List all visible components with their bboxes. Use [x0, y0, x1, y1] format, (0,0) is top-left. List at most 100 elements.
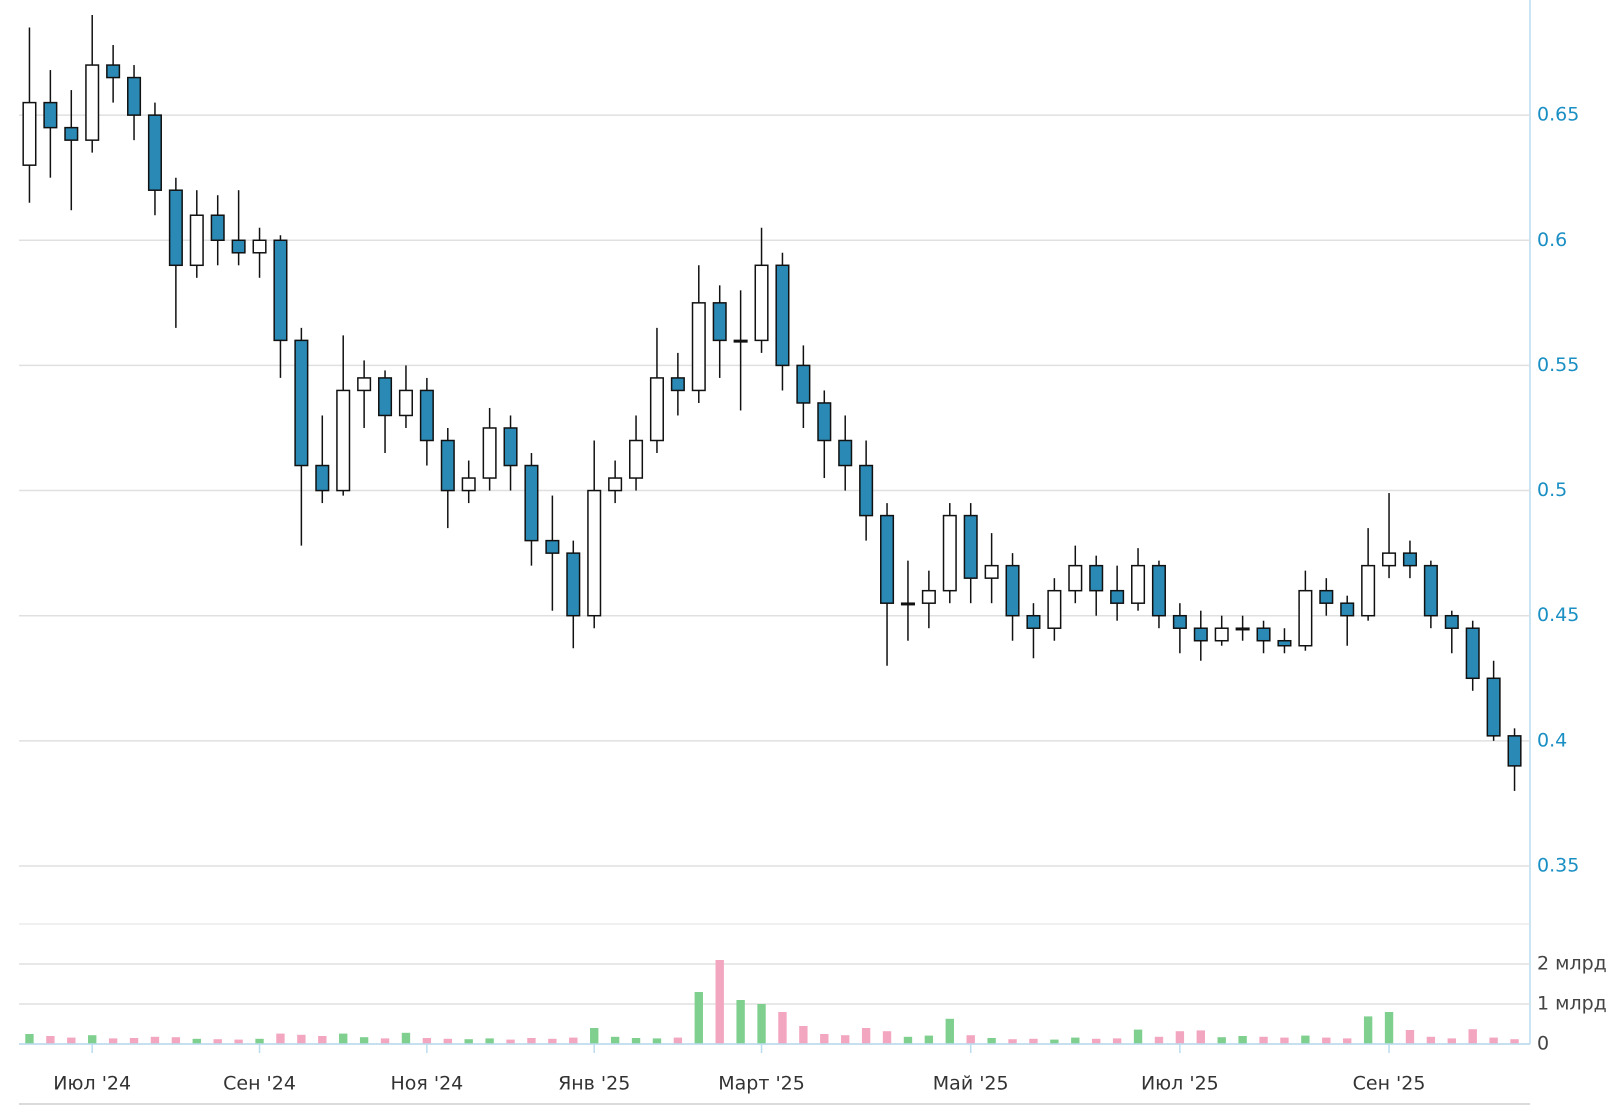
candle-body: [419, 389, 434, 442]
volume-bar: [359, 1037, 369, 1044]
candle-body: [1110, 589, 1125, 604]
volume-bar: [736, 1000, 745, 1044]
volume-bar: [694, 992, 703, 1044]
volume-bar: [610, 1036, 620, 1044]
y-tick-label: 0.4: [1537, 729, 1567, 751]
volume-bar: [1301, 1035, 1310, 1044]
volume-bar: [1008, 1039, 1017, 1044]
candle-body: [900, 602, 915, 606]
candle-body: [127, 76, 142, 116]
candle-body: [524, 464, 539, 542]
candle-body: [1131, 564, 1146, 604]
candle-body: [963, 514, 978, 579]
candle-body: [921, 589, 936, 604]
candle-body: [503, 427, 518, 467]
candle-body: [859, 464, 874, 517]
candle-body: [461, 477, 476, 492]
y-tick-label: 0.35: [1537, 855, 1579, 877]
volume-bar: [590, 1028, 599, 1044]
candle-body: [64, 126, 79, 141]
volume-bar: [88, 1035, 97, 1044]
candle-body: [336, 389, 351, 492]
x-tick-label: Сен '25: [1353, 1073, 1426, 1095]
volume-bar: [318, 1036, 327, 1044]
y-tick-label: 0.6: [1537, 229, 1567, 251]
volume-bar: [129, 1038, 139, 1044]
candle-body: [1089, 564, 1104, 592]
volume-bar: [569, 1037, 578, 1044]
candle-body: [1444, 614, 1459, 629]
candle-body: [357, 377, 372, 392]
volume-bar: [631, 1038, 641, 1044]
candle-body: [1486, 677, 1501, 737]
volume-bar: [1071, 1037, 1080, 1044]
volume-bar: [548, 1038, 557, 1044]
y-tick-label: 0.65: [1537, 104, 1579, 126]
volume-bar: [1133, 1029, 1143, 1044]
candle-body: [106, 64, 121, 79]
volume-bar: [1468, 1029, 1477, 1044]
volume-bar: [339, 1033, 348, 1044]
volume-bar: [1426, 1036, 1436, 1044]
candle-body: [1068, 564, 1083, 592]
volume-bar: [171, 1037, 181, 1044]
volume-bar: [1154, 1036, 1164, 1044]
volume-bar: [1238, 1036, 1247, 1044]
candle-body: [1340, 602, 1355, 617]
candle-body: [1151, 564, 1166, 617]
candle-body: [1382, 552, 1397, 567]
candle-body: [210, 214, 225, 242]
volume-bar: [422, 1038, 432, 1044]
candle-body: [608, 477, 623, 492]
candle-body: [712, 302, 727, 342]
volume-bar: [192, 1038, 201, 1044]
volume-bar: [673, 1037, 683, 1044]
candle-body: [1026, 614, 1041, 629]
volume-bar: [1050, 1039, 1059, 1044]
candle-body: [1277, 639, 1292, 647]
volume-bar: [443, 1038, 452, 1044]
candle-body: [1298, 589, 1313, 647]
volume-bar: [1217, 1037, 1226, 1044]
volume-bar: [1322, 1037, 1331, 1044]
candle-body: [273, 239, 288, 342]
volume-bar: [1405, 1030, 1415, 1044]
volume-bar: [1384, 1012, 1394, 1044]
candle-body: [315, 464, 330, 492]
volume-bar: [945, 1018, 954, 1044]
volume-bar: [799, 1026, 808, 1044]
volume-bar: [234, 1039, 243, 1044]
volume-bar: [1363, 1016, 1373, 1044]
volume-bar: [25, 1034, 34, 1044]
candle-body: [147, 114, 162, 191]
candle-body: [168, 189, 183, 267]
volume-bar: [506, 1039, 515, 1044]
volume-bar: [1196, 1030, 1205, 1044]
candle-body: [880, 514, 895, 604]
candle-body: [566, 552, 581, 617]
candle-body: [440, 439, 455, 492]
candle-body: [189, 214, 204, 267]
volume-bar: [46, 1036, 55, 1044]
candle-body: [1319, 589, 1334, 604]
candle-body: [587, 489, 602, 617]
volume-bar: [150, 1036, 160, 1044]
candle-body: [942, 514, 957, 592]
volume-bar: [778, 1012, 787, 1044]
candle-body: [252, 239, 267, 254]
candle-body: [733, 339, 748, 343]
volume-bar: [255, 1038, 264, 1044]
candle-body: [1172, 614, 1187, 629]
volume-bar: [485, 1038, 494, 1044]
volume-bar: [527, 1038, 536, 1044]
volume-bar: [1343, 1038, 1352, 1044]
candle-body: [1402, 552, 1417, 567]
candle-body: [1193, 627, 1208, 642]
volume-bar: [1489, 1037, 1498, 1044]
candle-body: [378, 377, 393, 417]
candle-body: [1005, 564, 1020, 617]
volume-bar: [1510, 1039, 1519, 1044]
candle-body: [691, 302, 706, 392]
volume-bar: [1112, 1038, 1122, 1044]
